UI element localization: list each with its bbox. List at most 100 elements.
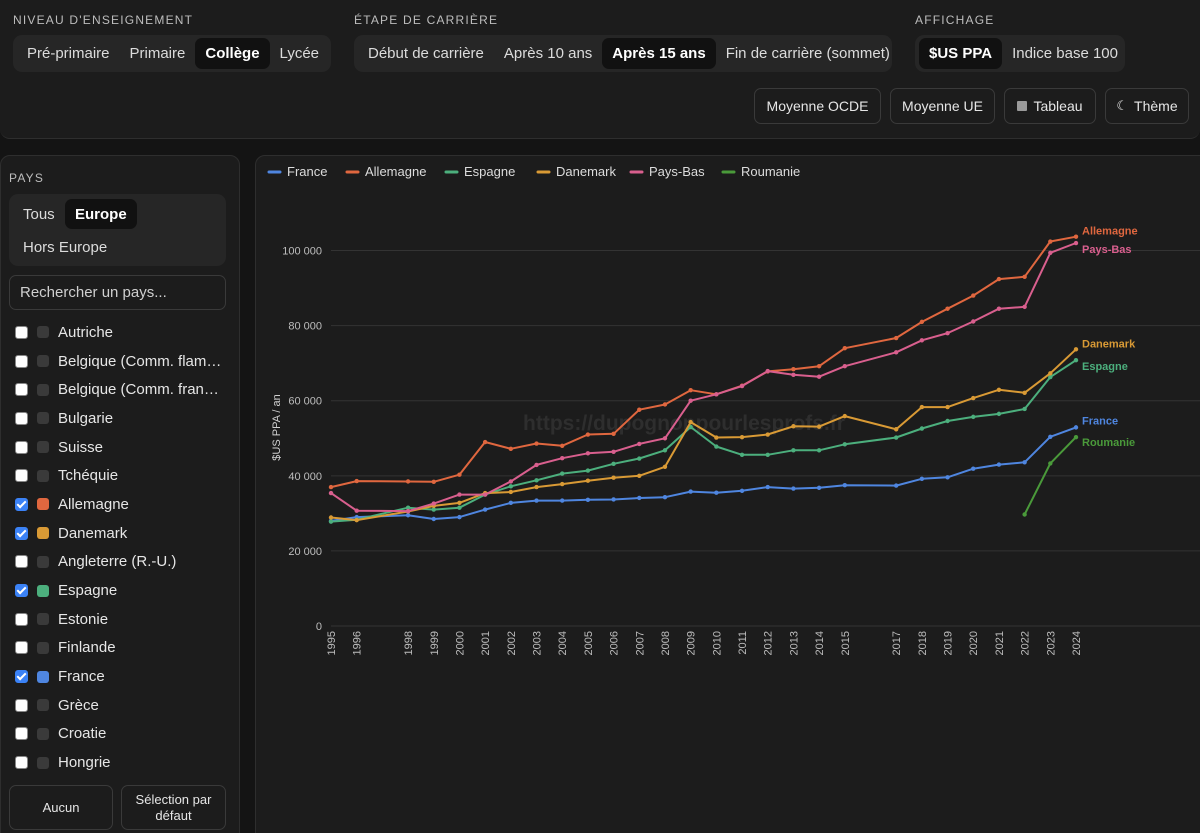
data-point — [405, 513, 411, 518]
x-tick-label: 1999 — [429, 631, 441, 655]
country-color-swatch — [37, 699, 49, 712]
x-tick-label: 2010 — [711, 631, 723, 655]
country-checkbox[interactable] — [15, 354, 28, 368]
career-option-start[interactable]: Début de carrière — [368, 45, 484, 62]
country-color-swatch — [37, 584, 49, 597]
select-none-label: Aucun — [42, 799, 80, 815]
data-point — [739, 452, 745, 457]
country-item[interactable]: Estonie — [15, 605, 230, 634]
country-checkbox[interactable] — [15, 469, 28, 483]
data-point — [482, 507, 488, 512]
data-point — [996, 306, 1002, 311]
data-point — [328, 519, 334, 524]
y-tick-label: 20 000 — [288, 546, 322, 558]
country-item[interactable]: Danemark — [15, 519, 230, 548]
country-checkbox[interactable] — [15, 497, 28, 511]
legend-item: Espagne — [464, 164, 515, 179]
country-color-swatch — [37, 756, 49, 769]
country-name: Espagne — [58, 582, 118, 600]
country-name: Belgique (Comm. française) — [58, 381, 223, 399]
country-color-swatch — [37, 727, 49, 740]
display-option-usd-ppp[interactable]: $US PPA — [919, 38, 1003, 69]
career-option-10y[interactable]: Après 10 ans — [503, 45, 593, 62]
level-option-lycee[interactable]: Lycée — [279, 45, 320, 62]
data-point — [508, 446, 514, 451]
country-checkbox[interactable] — [15, 756, 28, 770]
country-item[interactable]: Tchéquie — [15, 461, 230, 490]
country-checkbox[interactable] — [15, 612, 28, 626]
default-selection-button[interactable]: Sélection par défaut — [121, 785, 226, 830]
country-color-swatch — [37, 383, 49, 396]
oecd-average-button[interactable]: Moyenne OCDE — [754, 88, 881, 124]
level-option-primaire[interactable]: Primaire — [129, 45, 186, 62]
watermark: https://dupognonpourlesprofs.fr — [523, 412, 845, 435]
x-tick-label: 2017 — [891, 631, 903, 655]
theme-button[interactable]: ☾ Thème — [1105, 88, 1189, 124]
region-tab-all[interactable]: Tous — [23, 205, 55, 223]
data-point — [816, 374, 822, 379]
country-checkbox[interactable] — [15, 526, 28, 540]
data-point — [765, 432, 770, 437]
data-point — [1022, 390, 1027, 396]
country-checkbox[interactable] — [15, 670, 28, 684]
data-point — [1048, 239, 1053, 244]
data-point — [482, 439, 488, 445]
data-point — [328, 515, 334, 520]
country-checkbox[interactable] — [15, 584, 28, 598]
country-item[interactable]: Angleterre (R.-U.) — [15, 548, 230, 577]
data-point — [919, 404, 925, 410]
country-checkbox[interactable] — [15, 325, 28, 339]
display-option-index[interactable]: Indice base 100 — [1012, 45, 1118, 62]
eu-average-button[interactable]: Moyenne UE — [890, 88, 995, 124]
country-checkbox[interactable] — [15, 383, 28, 397]
data-point — [457, 514, 462, 520]
country-item[interactable]: Allemagne — [15, 490, 230, 519]
country-item[interactable]: Espagne — [15, 576, 230, 605]
country-item[interactable]: Suisse — [15, 433, 230, 462]
country-name: Estonie — [58, 610, 109, 628]
data-point — [893, 350, 899, 355]
region-tab-europe[interactable]: Europe — [65, 199, 137, 229]
y-tick-label: 60 000 — [288, 396, 322, 408]
career-option-top[interactable]: Fin de carrière (sommet) — [725, 45, 890, 62]
country-checkbox[interactable] — [15, 641, 28, 655]
data-point — [1022, 460, 1027, 465]
data-point — [945, 330, 950, 336]
data-point — [560, 455, 565, 461]
data-point — [405, 479, 411, 484]
country-color-swatch — [37, 412, 49, 425]
level-option-college[interactable]: Collège — [195, 38, 270, 69]
country-item[interactable]: Belgique (Comm. française) — [15, 375, 230, 404]
legend-item: Roumanie — [741, 164, 800, 179]
x-tick-label: 2006 — [609, 631, 621, 655]
x-tick-label: 2018 — [917, 631, 929, 655]
data-point — [1073, 347, 1079, 352]
country-item[interactable]: Bulgarie — [15, 404, 230, 433]
country-color-swatch — [37, 498, 49, 511]
x-tick-label: 2015 — [840, 631, 852, 655]
country-item[interactable]: France — [15, 662, 230, 691]
filter-bar: NIVEAU D'ENSEIGNEMENT Pré-primaire Prima… — [0, 0, 1200, 139]
country-checkbox[interactable] — [15, 727, 28, 741]
country-item[interactable]: Autriche — [15, 318, 230, 347]
country-checkbox[interactable] — [15, 440, 28, 454]
data-point — [714, 392, 719, 397]
data-point — [765, 452, 770, 457]
country-item[interactable]: Grèce — [15, 691, 230, 720]
level-option-preprimaire[interactable]: Pré-primaire — [27, 45, 110, 62]
data-point — [611, 461, 616, 467]
country-item[interactable]: Hongrie — [15, 748, 230, 777]
x-tick-label: 2024 — [1071, 631, 1083, 655]
country-checkbox[interactable] — [15, 411, 28, 425]
country-search-input[interactable] — [9, 275, 226, 310]
region-tab-non-europe[interactable]: Hors Europe — [23, 238, 108, 256]
select-none-button[interactable]: Aucun — [9, 785, 113, 830]
country-item[interactable]: Croatie — [15, 720, 230, 749]
default-selection-label: Sélection par défaut — [135, 791, 212, 823]
country-checkbox[interactable] — [15, 555, 28, 569]
career-option-15y[interactable]: Après 15 ans — [602, 38, 716, 69]
country-item[interactable]: Finlande — [15, 634, 230, 663]
table-button[interactable]: Tableau — [1004, 88, 1096, 124]
country-item[interactable]: Belgique (Comm. flamande) — [15, 347, 230, 376]
country-checkbox[interactable] — [15, 698, 28, 712]
